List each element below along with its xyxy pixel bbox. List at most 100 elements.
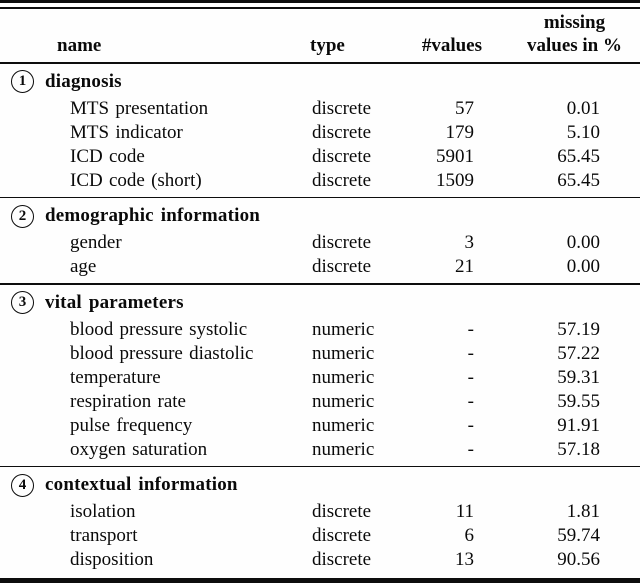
- header-missing-line2: values in %: [526, 34, 622, 56]
- section-contextual-information: 4 contextual information isolation discr…: [0, 467, 640, 576]
- cell-values: -: [467, 390, 474, 412]
- table-header-row: name type #values missing values in %: [0, 9, 640, 62]
- table-row: pulse frequency numeric - 91.91: [0, 414, 640, 438]
- header-missing-line1: missing: [543, 11, 606, 33]
- table-row: gender discrete 3 0.00: [0, 231, 640, 255]
- section-divider: [0, 465, 640, 467]
- section-diagnosis: 1 diagnosis MTS presentation discrete 57…: [0, 64, 640, 197]
- cell-values: -: [467, 366, 474, 388]
- cell-missing: 5.10: [566, 121, 600, 143]
- cell-type: discrete: [312, 97, 372, 119]
- cell-type: numeric: [312, 318, 375, 340]
- cell-type: discrete: [312, 549, 372, 570]
- cell-type: discrete: [312, 169, 372, 191]
- cell-missing: 90.56: [557, 549, 600, 570]
- section-number-badge: 4: [11, 473, 34, 497]
- section-number-badge: 1: [11, 70, 34, 93]
- cell-missing: 91.91: [557, 414, 600, 436]
- cell-missing: 65.45: [557, 169, 600, 191]
- cell-values: -: [467, 438, 474, 460]
- section-header: 2 demographic information: [0, 198, 640, 231]
- table-row: respiration rate numeric - 59.55: [0, 390, 640, 414]
- header-values: #values: [421, 34, 482, 56]
- cell-values: 3: [464, 232, 475, 253]
- cell-missing: 57.18: [557, 438, 600, 460]
- cell-values: -: [467, 318, 474, 340]
- cell-name: MTS presentation: [70, 97, 209, 119]
- header-type: type: [310, 34, 345, 56]
- cell-type: numeric: [312, 390, 375, 412]
- cell-name: isolation: [70, 501, 136, 522]
- section-title-label: contextual information: [45, 474, 238, 495]
- section-demographic-information: 2 demographic information gender discret…: [0, 198, 640, 283]
- cell-missing: 59.31: [557, 366, 600, 388]
- cell-name: ICD code (short): [70, 169, 202, 191]
- cell-values: 11: [455, 501, 474, 522]
- cell-name: pulse frequency: [70, 414, 193, 436]
- cell-name: transport: [70, 525, 138, 546]
- table-row: MTS indicator discrete 179 5.10: [0, 121, 640, 145]
- cell-name: blood pressure diastolic: [70, 342, 254, 364]
- cell-type: discrete: [312, 501, 372, 522]
- cell-type: discrete: [312, 256, 372, 277]
- cell-name: MTS indicator: [70, 121, 183, 143]
- cell-type: discrete: [312, 145, 372, 167]
- table-row: age discrete 21 0.00: [0, 255, 640, 279]
- cell-values: -: [467, 342, 474, 364]
- cell-missing: 59.74: [557, 525, 600, 546]
- cell-name: temperature: [70, 366, 161, 388]
- section-title-label: demographic information: [45, 205, 261, 226]
- table-row: oxygen saturation numeric - 57.18: [0, 438, 640, 462]
- cell-missing: 0.01: [566, 97, 600, 119]
- section-number-badge: 2: [11, 204, 34, 228]
- cell-missing: 57.19: [557, 318, 600, 340]
- section-divider: [0, 196, 640, 198]
- cell-name: oxygen saturation: [70, 438, 208, 460]
- cell-missing: 0.00: [566, 256, 600, 277]
- bottom-rule: [0, 578, 640, 583]
- header-name: name: [57, 34, 102, 56]
- cell-name: ICD code: [70, 145, 145, 167]
- cell-values: 21: [455, 256, 474, 277]
- cell-values: 6: [464, 525, 475, 546]
- section-divider: [0, 283, 640, 285]
- cell-missing: 59.55: [557, 390, 600, 412]
- section-number-badge: 3: [11, 291, 34, 314]
- table-row: blood pressure diastolic numeric - 57.22: [0, 342, 640, 366]
- cell-type: numeric: [312, 438, 375, 460]
- table-row: temperature numeric - 59.31: [0, 366, 640, 390]
- cell-values: 1509: [436, 169, 474, 191]
- table-row: isolation discrete 11 1.81: [0, 500, 640, 524]
- table-row: ICD code discrete 5901 65.45: [0, 145, 640, 169]
- section-header: 4 contextual information: [0, 467, 640, 500]
- section-header: 1 diagnosis: [0, 64, 640, 97]
- section-vital-parameters: 3 vital parameters blood pressure systol…: [0, 285, 640, 466]
- cell-missing: 65.45: [557, 145, 600, 167]
- cell-values: 57: [455, 97, 474, 119]
- top-rule-thin: [0, 7, 640, 9]
- cell-name: gender: [70, 232, 122, 253]
- cell-type: discrete: [312, 525, 372, 546]
- header-missing: missing values in %: [482, 11, 640, 62]
- section-title-label: vital parameters: [45, 291, 184, 313]
- top-rule-thick: [0, 0, 640, 3]
- header-rule: [0, 61, 640, 64]
- cell-missing: 0.00: [566, 232, 600, 253]
- cell-type: numeric: [312, 414, 375, 436]
- cell-name: age: [70, 256, 97, 277]
- cell-name: respiration rate: [70, 390, 186, 412]
- table-row: blood pressure systolic numeric - 57.19: [0, 318, 640, 342]
- cell-missing: 1.81: [566, 501, 600, 522]
- cell-type: discrete: [312, 121, 372, 143]
- section-header: 3 vital parameters: [0, 285, 640, 318]
- header-missing-stack: missing values in %: [527, 11, 622, 57]
- cell-type: discrete: [312, 232, 372, 253]
- table-row: MTS presentation discrete 57 0.01: [0, 97, 640, 121]
- table-row: ICD code (short) discrete 1509 65.45: [0, 169, 640, 193]
- cell-values: 5901: [436, 145, 474, 167]
- cell-name: blood pressure systolic: [70, 318, 248, 340]
- cell-type: numeric: [312, 342, 375, 364]
- cell-values: 179: [445, 121, 475, 143]
- cell-name: disposition: [70, 549, 154, 570]
